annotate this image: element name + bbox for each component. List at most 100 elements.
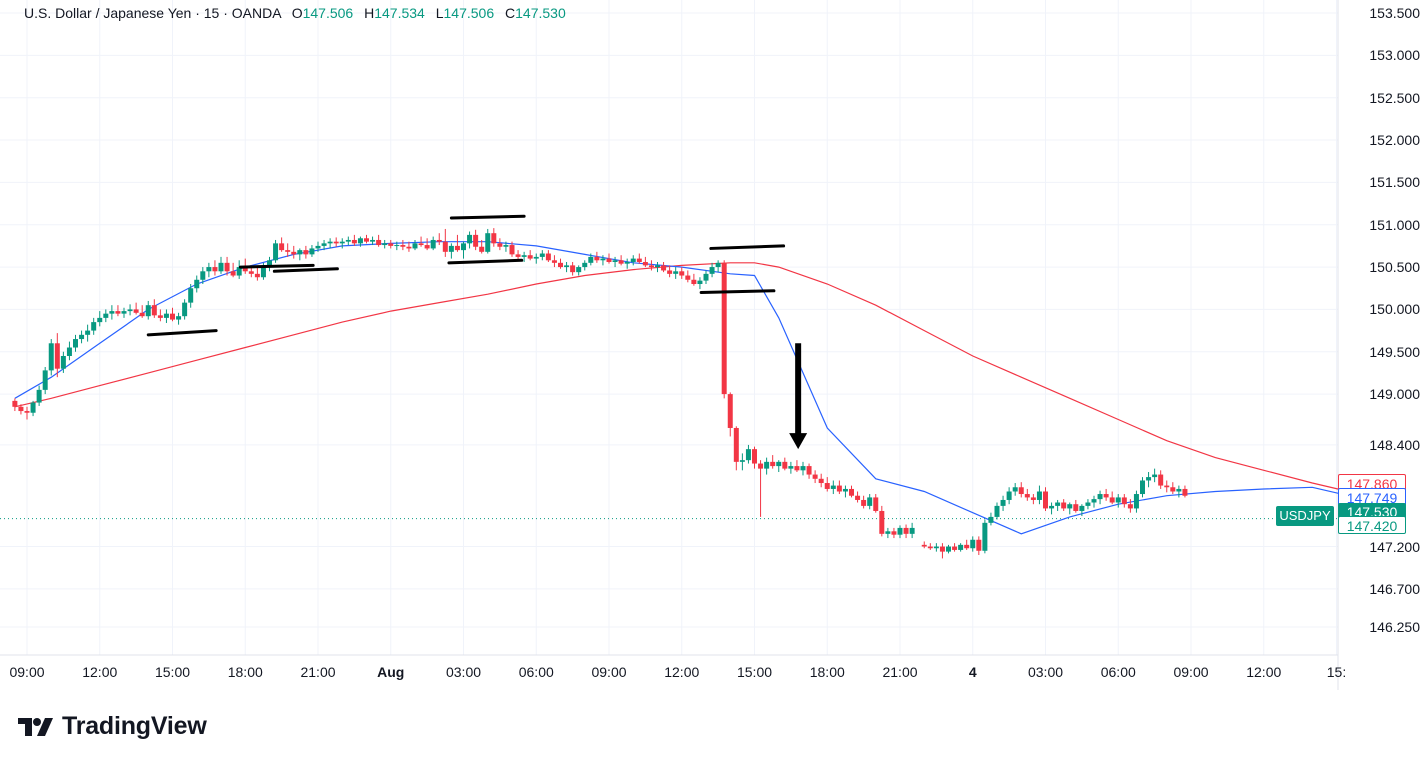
candle (1115, 494, 1121, 508)
candle (576, 265, 582, 276)
candle-body (230, 271, 236, 276)
candle (1182, 485, 1188, 498)
candle (497, 238, 503, 251)
candle-body (976, 539, 982, 551)
time-tick-label: 15: (1326, 664, 1347, 680)
candle-body (327, 241, 333, 244)
candle-body (818, 478, 824, 484)
candle (612, 256, 618, 268)
candle-body (24, 411, 30, 413)
candle-body (582, 262, 588, 268)
candle-body (364, 238, 369, 242)
candle (927, 543, 933, 550)
candle-body (285, 250, 291, 252)
candle (648, 260, 654, 271)
candle-body (97, 317, 103, 323)
candle (327, 238, 333, 249)
candle-body (1152, 474, 1158, 478)
candle (279, 237, 285, 252)
candle-body (558, 262, 563, 268)
time-tick-label: 18:00 (227, 664, 263, 680)
candle (382, 239, 388, 249)
drawn-annotations[interactable] (146, 214, 808, 450)
price-tick-label: 149.000 (1369, 386, 1420, 403)
candle-body (570, 265, 576, 273)
candle (667, 265, 673, 278)
candle-body (921, 544, 927, 547)
candle (655, 261, 660, 273)
candle (551, 255, 557, 268)
candle-body (273, 243, 279, 261)
candle-body (764, 461, 770, 469)
candle (339, 238, 345, 249)
candle-body (970, 539, 976, 549)
candle-body (812, 474, 818, 479)
time-tick-label: 12:00 (1246, 664, 1282, 680)
candle (933, 543, 939, 552)
price-chart[interactable] (0, 0, 1426, 690)
candle-body (982, 522, 988, 551)
candle-body (1012, 487, 1018, 492)
chart-area[interactable]: U.S. Dollar / Japanese Yen · 15 · OANDA … (0, 0, 1426, 690)
candle-body (145, 305, 151, 317)
candle-body (648, 265, 654, 268)
candle-body (770, 461, 776, 467)
candle-body (1043, 491, 1048, 509)
candle (218, 256, 224, 274)
candle-body (994, 505, 1000, 517)
candle (564, 261, 570, 273)
candle-body (867, 497, 873, 506)
trend-line (449, 214, 526, 220)
candle-body (709, 267, 715, 274)
candle-body (849, 488, 854, 496)
candle (1158, 470, 1164, 489)
tradingview-logo[interactable]: TradingView (18, 712, 207, 741)
trend-line (447, 258, 524, 265)
candle-body (897, 527, 903, 535)
candle (1030, 494, 1036, 505)
candle (727, 392, 733, 437)
candle-body (1176, 488, 1182, 492)
candle (36, 385, 42, 406)
candle (1097, 490, 1103, 505)
candle-body (509, 245, 515, 255)
candle-body (946, 546, 951, 552)
candle (333, 237, 339, 247)
candle (806, 463, 812, 479)
candle (794, 460, 800, 473)
candle-body (200, 271, 206, 280)
time-tick-label: 12:00 (82, 664, 118, 680)
candle-body (176, 316, 182, 320)
candle-body (479, 246, 485, 252)
candle-body (715, 262, 721, 268)
time-tick-label: 18:00 (809, 664, 845, 680)
candle (594, 251, 600, 263)
candle-body (103, 313, 109, 318)
candle-body (436, 239, 442, 242)
candle (1067, 502, 1073, 515)
candle-body (260, 267, 266, 278)
candle (424, 238, 430, 251)
candle (1127, 499, 1133, 513)
candle (679, 267, 685, 279)
candle (582, 260, 588, 271)
candle-body (600, 258, 606, 261)
candle-body (721, 262, 727, 395)
candle-body (1182, 488, 1188, 496)
time-tick-label: 03:00 (1027, 664, 1064, 680)
candle-body (1091, 499, 1097, 503)
candle-body (667, 270, 673, 274)
candle (939, 543, 945, 559)
candle-body (497, 243, 503, 247)
candle-body (830, 485, 836, 489)
symbol-legend: U.S. Dollar / Japanese Yen · 15 · OANDA … (24, 5, 566, 21)
price-tick-label: 150.000 (1369, 301, 1420, 318)
candle-body (218, 262, 224, 272)
candle-body (85, 330, 91, 335)
candle (206, 262, 212, 278)
candle (370, 236, 376, 246)
candle-body (697, 280, 703, 285)
candle (1085, 499, 1091, 510)
candle (1049, 502, 1055, 515)
candle-body (776, 461, 782, 467)
